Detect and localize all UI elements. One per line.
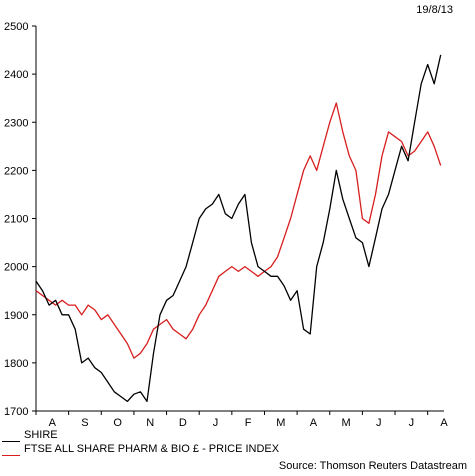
x-tick-label: A [49, 417, 57, 429]
y-tick-label: 1700 [4, 406, 28, 418]
legend-swatch-shire [2, 440, 20, 442]
y-tick-label: 2400 [4, 69, 28, 81]
legend-swatch-ftse [2, 454, 20, 456]
x-tick-label: A [440, 417, 448, 429]
y-tick-label: 2200 [4, 165, 28, 177]
x-tick-label: N [146, 417, 154, 429]
x-tick-label: D [179, 417, 187, 429]
legend: SHIRE FTSE ALL SHARE PHARM & BIO £ - PRI… [2, 428, 279, 456]
date-label: 19/8/13 [416, 4, 453, 16]
legend-item-ftse: FTSE ALL SHARE PHARM & BIO £ - PRICE IND… [2, 442, 279, 456]
source-note: Source: Thomson Reuters Datastream [278, 460, 467, 472]
legend-label-ftse: FTSE ALL SHARE PHARM & BIO £ - PRICE IND… [24, 442, 280, 455]
x-tick-label: J [213, 417, 219, 429]
series-line-ftse [35, 102, 442, 359]
y-tick-label: 2300 [4, 117, 28, 129]
y-axis: 1700 1800 1900 2000 2100 2200 2300 2400 2500 [4, 21, 37, 418]
x-tick-label: O [113, 417, 122, 429]
x-tick-label: J [376, 417, 382, 429]
legend-label-shire: SHIRE [24, 428, 58, 441]
y-tick-label: 2000 [4, 262, 28, 274]
y-tick-label: 1800 [4, 358, 28, 370]
x-tick-label: A [310, 417, 318, 429]
series-layer [35, 54, 442, 403]
x-tick-label: J [409, 417, 415, 429]
y-tick-label: 2500 [4, 21, 28, 33]
series-line-shire [35, 54, 442, 403]
legend-item-shire: SHIRE [2, 428, 279, 442]
x-tick-label: F [245, 417, 252, 429]
x-tick-label: M [276, 417, 285, 429]
x-tick-label: M [341, 417, 350, 429]
y-tick-label: 1900 [4, 310, 28, 322]
y-tick-label: 2100 [4, 214, 28, 226]
x-tick-label: S [81, 417, 88, 429]
